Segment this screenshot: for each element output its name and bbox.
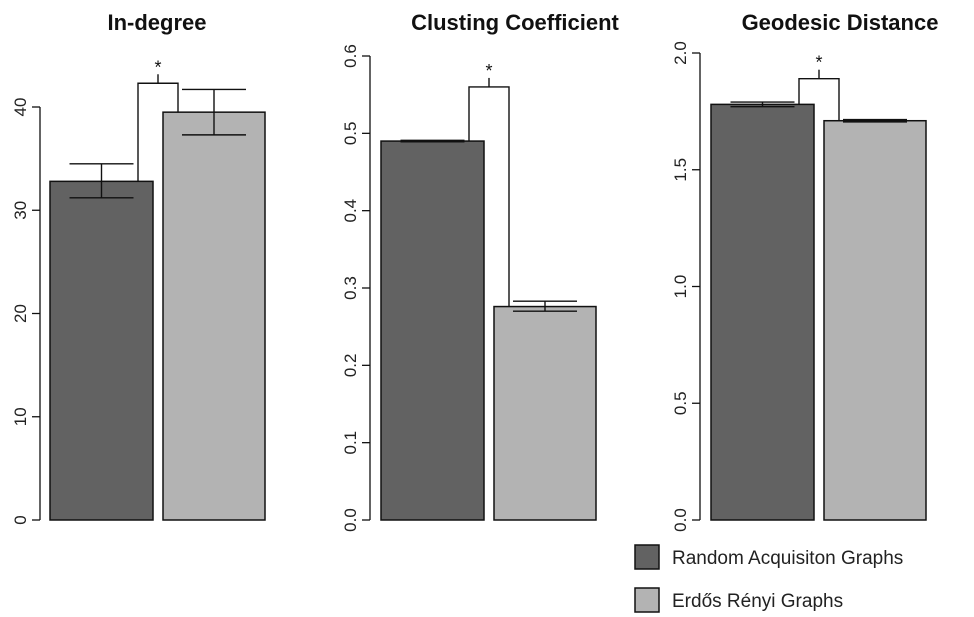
- significance-label: *: [485, 61, 492, 81]
- panel-2: Clusting Coefficient 0.0 0.1 0.2 0.3 0.4 0.5 0.…: [341, 10, 620, 532]
- y-tick-label: 0.4: [341, 199, 360, 223]
- y-tick-label: 30: [11, 201, 30, 220]
- y-tick-label: 0.0: [341, 508, 360, 532]
- legend-swatch: [634, 544, 660, 570]
- bar-2: [162, 111, 266, 521]
- panel-title: Clusting Coefficient: [411, 10, 619, 35]
- bar-2: [823, 119, 927, 521]
- legend: Random Acquisiton Graphs Erdős Rényi Grap…: [634, 544, 903, 613]
- y-tick-label: 0.1: [341, 431, 360, 455]
- legend-label: Erdős Rényi Graphs: [672, 591, 843, 612]
- bar-2: [493, 305, 597, 521]
- y-tick-label: 0.2: [341, 354, 360, 378]
- panel-title: In-degree: [107, 10, 206, 35]
- legend-label: Random Acquisiton Graphs: [672, 548, 903, 569]
- panel-3: Geodesic Distance 0.0 0.5 1.0 1.5 2.0 *: [671, 10, 938, 532]
- y-tick-label: 0.6: [341, 44, 360, 68]
- panel-title: Geodesic Distance: [742, 10, 939, 35]
- y-tick-label: 20: [11, 304, 30, 323]
- significance-label: *: [154, 57, 161, 77]
- panel-1: In-degree 0 10 20 30 40 *: [11, 10, 266, 525]
- y-tick-label: 1.5: [671, 158, 690, 182]
- y-tick-label: 0.3: [341, 276, 360, 300]
- y-tick-label: 0: [11, 515, 30, 524]
- y-tick-label: 2.0: [671, 41, 690, 65]
- y-tick-label: 40: [11, 98, 30, 117]
- y-tick-label: 1.0: [671, 275, 690, 299]
- bar-1: [49, 180, 154, 521]
- bar-1: [380, 140, 485, 521]
- bar-1: [710, 103, 815, 521]
- y-tick-label: 0.5: [341, 122, 360, 146]
- y-tick-label: 0.5: [671, 391, 690, 415]
- y-tick-label: 10: [11, 407, 30, 426]
- y-tick-label: 0.0: [671, 508, 690, 532]
- legend-swatch: [634, 587, 660, 613]
- significance-label: *: [815, 53, 822, 73]
